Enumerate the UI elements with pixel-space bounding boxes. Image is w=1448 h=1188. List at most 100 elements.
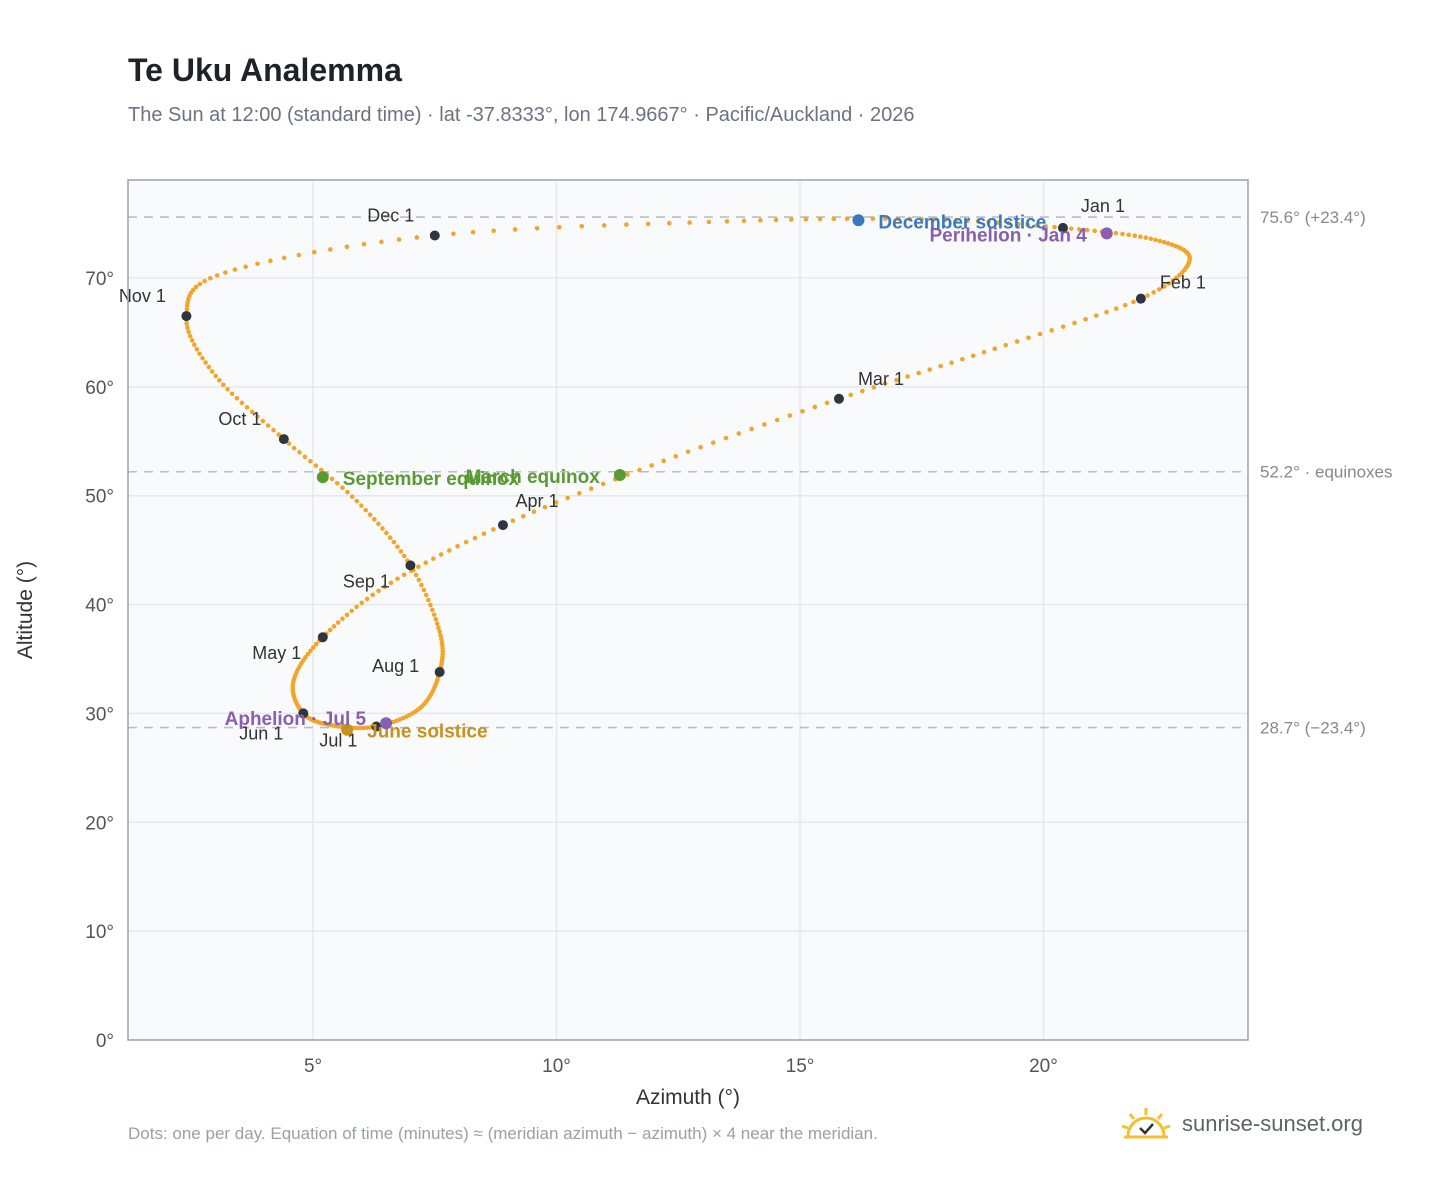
day-dot: [1170, 278, 1176, 283]
day-dot: [1006, 221, 1011, 226]
day-dot: [481, 531, 487, 537]
day-dot: [831, 216, 837, 222]
day-dot: [710, 440, 716, 445]
day-dot: [291, 445, 297, 451]
day-dot: [907, 216, 913, 222]
month-marker-label: Jun 1: [239, 723, 283, 743]
day-dot: [318, 467, 324, 473]
day-dot: [741, 218, 747, 224]
day-dot: [370, 592, 376, 598]
day-dot: [788, 217, 794, 222]
day-dot: [723, 435, 729, 441]
day-dot: [687, 220, 692, 225]
day-dot: [773, 217, 779, 223]
day-dot: [354, 725, 360, 731]
month-marker-label: Mar 1: [858, 369, 904, 389]
day-dot: [419, 582, 424, 588]
day-dot: [673, 454, 679, 459]
month-marker-label: Apr 1: [515, 491, 558, 511]
day-dot: [329, 476, 335, 482]
day-dot: [949, 360, 954, 365]
month-marker-label: Feb 1: [1160, 273, 1206, 293]
day-dot: [1052, 224, 1057, 230]
brand[interactable]: sunrise-sunset.org: [1120, 1100, 1363, 1148]
day-dot: [249, 409, 255, 415]
day-dot: [423, 560, 429, 565]
day-dot: [870, 216, 876, 221]
day-dot: [1161, 239, 1167, 245]
day-dot: [1177, 272, 1182, 278]
plot-area: [128, 180, 1248, 1040]
day-dot: [1169, 242, 1175, 247]
event-label: March equinox: [466, 467, 601, 488]
day-dot: [436, 625, 441, 631]
day-dot: [1151, 290, 1156, 295]
day-dot: [1143, 235, 1149, 240]
day-dot: [1174, 275, 1179, 281]
day-dot: [1113, 306, 1119, 311]
day-dot: [296, 252, 302, 258]
day-dot: [1072, 320, 1077, 326]
day-dot: [685, 449, 691, 455]
event-marker: [1100, 227, 1113, 240]
day-dot: [367, 512, 373, 518]
event-marker: [341, 723, 354, 736]
day-dot: [954, 217, 959, 223]
day-dot: [234, 396, 240, 401]
day-dot: [207, 275, 213, 281]
day-dot: [553, 500, 559, 505]
day-dot: [960, 356, 965, 362]
day-dot: [334, 480, 340, 486]
day-dot: [848, 392, 854, 398]
day-dot: [384, 530, 389, 536]
day-dot: [1132, 233, 1138, 239]
day-dot: [194, 346, 200, 352]
day-dot: [223, 270, 228, 275]
y-tick-label: 60°: [85, 378, 114, 399]
month-marker: [317, 632, 328, 643]
day-dot: [354, 604, 359, 610]
footnote: Dots: one per day. Equation of time (min…: [128, 1124, 878, 1143]
day-dot: [439, 636, 444, 642]
day-dot: [534, 225, 540, 231]
day-dot: [1120, 231, 1125, 237]
day-dot: [203, 360, 208, 365]
day-dot: [762, 422, 767, 427]
day-dot: [276, 432, 282, 437]
day-dot: [391, 539, 397, 545]
event-marker: [380, 717, 393, 730]
day-dot: [413, 572, 419, 578]
y-tick-label: 30°: [85, 704, 114, 725]
month-marker: [298, 708, 309, 719]
day-dot: [349, 608, 354, 614]
brand-name: sunrise-sunset.org: [1182, 1111, 1363, 1136]
month-marker: [434, 667, 445, 678]
y-tick-label: 40°: [85, 596, 114, 617]
x-tick-label: 15°: [786, 1056, 815, 1077]
day-dot: [354, 498, 360, 504]
day-dot: [1104, 309, 1109, 315]
day-dot: [395, 576, 400, 582]
day-dot: [184, 321, 189, 327]
day-dot: [438, 633, 443, 638]
day-dot: [214, 273, 220, 278]
day-dot: [395, 544, 400, 550]
y-tick-label: 10°: [85, 922, 114, 943]
day-dot: [221, 382, 226, 388]
day-dot: [239, 400, 245, 406]
month-marker: [833, 393, 844, 404]
day-dot: [206, 364, 212, 370]
x-axis-label: Azimuth (°): [636, 1086, 740, 1109]
day-dot: [187, 333, 193, 339]
day-dot: [860, 388, 865, 394]
month-marker: [429, 230, 440, 241]
day-dot: [871, 384, 877, 390]
day-dot: [624, 222, 629, 227]
day-dot: [894, 377, 899, 383]
day-dot: [396, 237, 402, 242]
day-dot: [361, 725, 366, 731]
day-dot: [217, 378, 222, 383]
day-dot: [416, 577, 422, 583]
day-dot: [749, 426, 754, 432]
